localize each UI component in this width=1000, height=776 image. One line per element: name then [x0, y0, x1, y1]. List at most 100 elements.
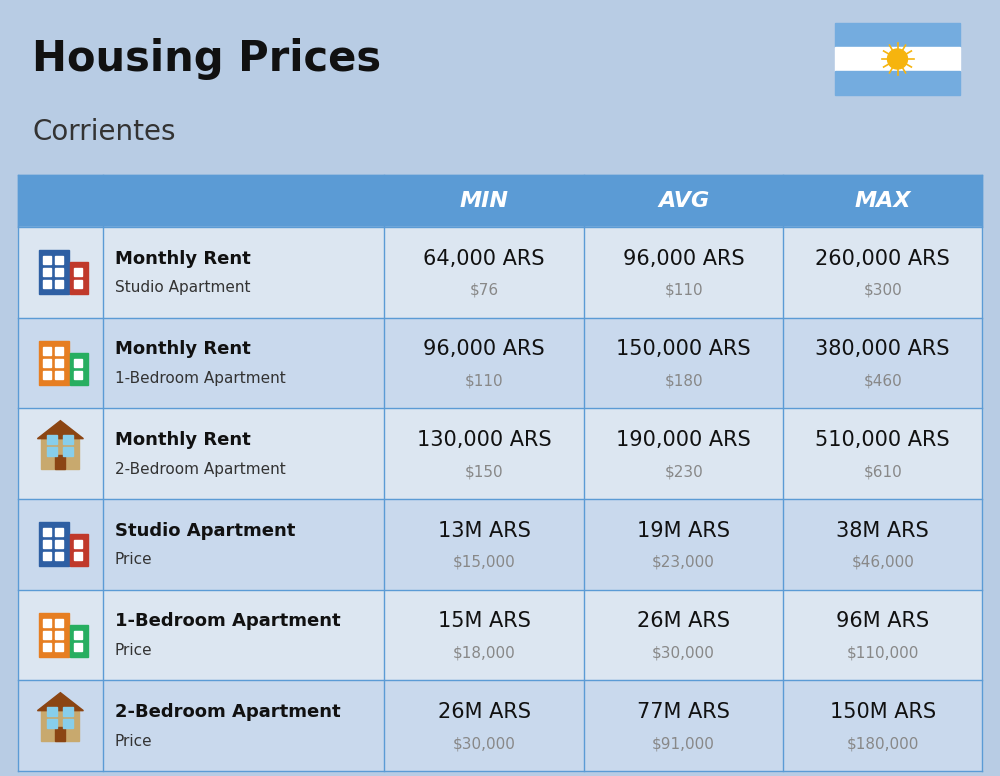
Text: $110,000: $110,000: [847, 646, 919, 660]
Bar: [55, 268, 63, 276]
Text: 260,000 ARS: 260,000 ARS: [815, 249, 950, 268]
Text: Price: Price: [115, 553, 152, 567]
Text: 150,000 ARS: 150,000 ARS: [616, 339, 751, 359]
Bar: [103, 227, 384, 317]
Bar: [63, 719, 73, 728]
Bar: [103, 175, 384, 227]
Text: $46,000: $46,000: [851, 555, 914, 570]
Bar: [70, 262, 88, 294]
Text: Monthly Rent: Monthly Rent: [115, 250, 251, 268]
Bar: [39, 341, 69, 385]
Bar: [18, 175, 103, 227]
Bar: [74, 540, 82, 549]
Bar: [835, 71, 960, 95]
Text: 380,000 ARS: 380,000 ARS: [815, 339, 950, 359]
Bar: [384, 499, 584, 590]
Text: $30,000: $30,000: [453, 736, 516, 751]
Text: 2-Bedroom Apartment: 2-Bedroom Apartment: [115, 462, 286, 476]
Bar: [47, 707, 57, 715]
Bar: [18, 408, 103, 499]
Bar: [584, 681, 783, 771]
Bar: [74, 359, 82, 367]
Bar: [18, 590, 103, 681]
Text: $15,000: $15,000: [453, 555, 515, 570]
Bar: [74, 371, 82, 379]
Bar: [55, 643, 63, 651]
Bar: [783, 227, 982, 317]
Bar: [783, 175, 982, 227]
Text: Corrientes: Corrientes: [32, 118, 176, 146]
Bar: [384, 590, 584, 681]
Text: $91,000: $91,000: [652, 736, 715, 751]
Bar: [384, 175, 584, 227]
Text: Studio Apartment: Studio Apartment: [115, 280, 250, 295]
Text: Housing Prices: Housing Prices: [32, 38, 381, 80]
Bar: [103, 408, 384, 499]
Text: 1-Bedroom Apartment: 1-Bedroom Apartment: [115, 612, 340, 630]
Bar: [55, 553, 63, 560]
Bar: [783, 681, 982, 771]
Bar: [70, 353, 88, 385]
Text: 26M ARS: 26M ARS: [438, 702, 531, 722]
Text: 77M ARS: 77M ARS: [637, 702, 730, 722]
Bar: [47, 447, 57, 456]
Bar: [55, 371, 63, 379]
Bar: [783, 317, 982, 408]
Bar: [74, 553, 82, 560]
Text: 510,000 ARS: 510,000 ARS: [815, 430, 950, 450]
Bar: [55, 619, 63, 627]
Text: AVG: AVG: [658, 191, 709, 211]
Text: 1-Bedroom Apartment: 1-Bedroom Apartment: [115, 371, 286, 386]
Text: Price: Price: [115, 733, 152, 749]
Bar: [43, 359, 51, 367]
Bar: [39, 522, 69, 566]
Text: $460: $460: [863, 373, 902, 389]
Bar: [103, 317, 384, 408]
Text: 19M ARS: 19M ARS: [637, 521, 730, 541]
Bar: [55, 256, 63, 265]
Bar: [55, 631, 63, 639]
Bar: [103, 681, 384, 771]
Bar: [63, 447, 73, 456]
Text: $180,000: $180,000: [847, 736, 919, 751]
Bar: [41, 711, 79, 740]
Bar: [55, 528, 63, 536]
Text: $110: $110: [465, 373, 503, 389]
Bar: [43, 256, 51, 265]
Bar: [584, 408, 783, 499]
Text: 2-Bedroom Apartment: 2-Bedroom Apartment: [115, 703, 340, 721]
Text: 150M ARS: 150M ARS: [830, 702, 936, 722]
Text: 26M ARS: 26M ARS: [637, 611, 730, 632]
Bar: [584, 175, 783, 227]
Bar: [43, 540, 51, 549]
Text: Monthly Rent: Monthly Rent: [115, 341, 251, 359]
Bar: [18, 681, 103, 771]
Bar: [55, 347, 63, 355]
Text: 15M ARS: 15M ARS: [438, 611, 531, 632]
Bar: [835, 23, 960, 47]
Text: Monthly Rent: Monthly Rent: [115, 431, 251, 449]
Text: 13M ARS: 13M ARS: [438, 521, 531, 541]
Bar: [63, 435, 73, 444]
Bar: [74, 631, 82, 639]
Text: 96M ARS: 96M ARS: [836, 611, 929, 632]
Bar: [584, 317, 783, 408]
Text: Studio Apartment: Studio Apartment: [115, 521, 295, 540]
Bar: [39, 613, 69, 657]
Bar: [39, 251, 69, 294]
Bar: [584, 590, 783, 681]
Text: $610: $610: [863, 464, 902, 480]
Bar: [43, 643, 51, 651]
Bar: [584, 499, 783, 590]
Bar: [43, 528, 51, 536]
Bar: [835, 47, 960, 71]
Text: 96,000 ARS: 96,000 ARS: [623, 249, 744, 268]
Bar: [18, 227, 103, 317]
Bar: [55, 455, 65, 469]
Text: $150: $150: [465, 464, 503, 480]
Text: 96,000 ARS: 96,000 ARS: [423, 339, 545, 359]
Text: $30,000: $30,000: [652, 646, 715, 660]
Bar: [70, 535, 88, 566]
Text: Price: Price: [115, 643, 152, 658]
Text: $180: $180: [664, 373, 703, 389]
